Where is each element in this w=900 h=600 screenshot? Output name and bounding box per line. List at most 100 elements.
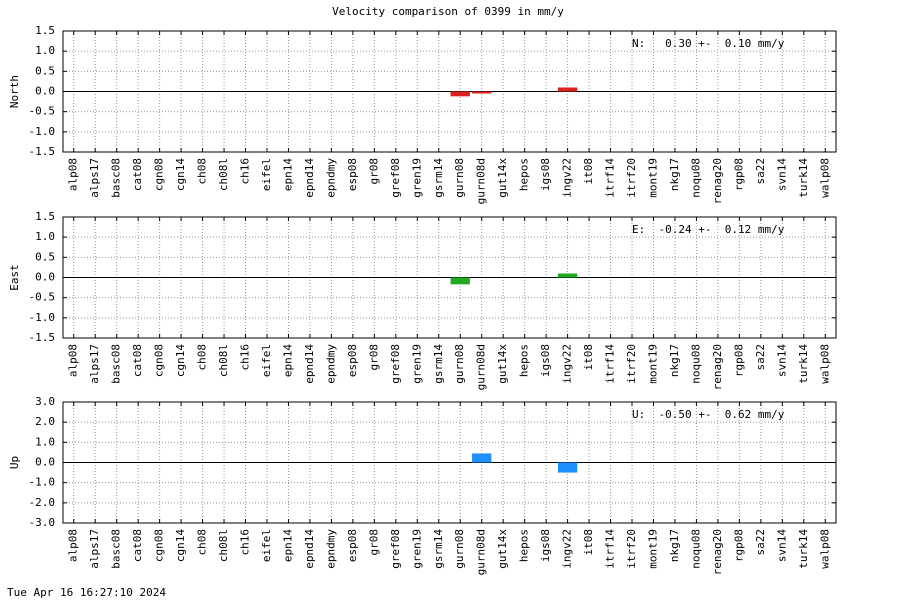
x-tick-label: hepos [518,344,531,377]
x-tick-label: gut14x [496,158,509,198]
x-tick-label: gren19 [410,158,423,198]
x-tick-label: rgp08 [732,529,745,562]
y-tick-label: -1.0 [29,476,56,489]
y-tick-label: -1.5 [29,331,56,344]
plot-frame [62,216,837,339]
x-tick-label: gsrm14 [432,529,445,569]
x-tick-label: esp08 [346,158,359,191]
x-tick-label: renag20 [711,158,724,204]
x-tick-label: alp08 [67,344,80,377]
x-tick-label: renag20 [711,529,724,575]
y-axis-label: North [8,75,21,108]
x-tick-label: gref08 [389,344,402,384]
x-tick-label: it08 [582,344,595,371]
x-tick-label: nkg17 [668,158,681,191]
y-tick-label: 0.0 [35,456,55,469]
x-tick-label: gsrm14 [432,158,445,198]
x-tick-label: ch08 [196,158,209,185]
annotation: U: -0.50 +- 0.62 mm/y [632,408,785,421]
x-tick-label: walp08 [818,158,831,198]
x-tick-label: basc08 [110,344,123,384]
x-tick-label: gurn08 [453,529,466,569]
x-tick-label: cgn14 [174,344,187,377]
y-tick-label: -1.0 [29,125,56,138]
annotation: E: -0.24 +- 0.12 mm/y [632,223,785,236]
x-tick-label: mont19 [646,344,659,384]
x-tick-label: epnd14 [303,344,316,384]
x-tick-label: walp08 [818,344,831,384]
x-tick-label: gsrm14 [432,344,445,384]
x-tick-label: sa22 [754,344,767,371]
x-tick-label: sa22 [754,529,767,556]
y-tick-label: 1.5 [35,24,55,37]
x-tick-label: alp08 [67,158,80,191]
x-tick-label: igs08 [539,344,552,377]
x-tick-label: gren19 [410,529,423,569]
x-tick-label: itrf14 [604,344,617,384]
x-tick-label: eifel [260,158,273,191]
y-tick-label: 1.0 [35,230,55,243]
x-tick-label: svn14 [775,529,788,562]
x-tick-label: igs08 [539,158,552,191]
x-tick-label: eifel [260,529,273,562]
x-tick-label: noqu08 [689,344,702,384]
x-tick-label: itrf20 [625,158,638,198]
x-tick-label: itrf14 [604,529,617,569]
x-tick-label: ch16 [239,529,252,556]
x-tick-label: gurn08 [453,344,466,384]
x-tick-label: ingv22 [561,344,574,384]
bar [450,91,470,97]
y-tick-label: 0.0 [35,85,55,98]
x-tick-label: basc08 [110,529,123,569]
x-tick-label: epnd14 [303,158,316,198]
y-tick-label: 3.0 [35,395,55,408]
x-tick-label: epn14 [281,344,294,377]
x-tick-label: cgn14 [174,529,187,562]
x-tick-label: eifel [260,344,273,377]
x-tick-label: itrf20 [625,344,638,384]
y-tick-label: -1.0 [29,311,56,324]
x-tick-label: turk14 [797,344,810,384]
x-tick-label: esp08 [346,344,359,377]
y-tick-label: -3.0 [29,516,56,529]
x-tick-label: sa22 [754,158,767,185]
y-tick-label: -2.0 [29,496,56,509]
x-tick-label: ingv22 [561,529,574,569]
x-tick-label: itrf14 [604,158,617,198]
x-tick-label: ch08l [217,158,230,191]
x-tick-label: epndmy [324,344,337,384]
x-tick-label: cat08 [131,529,144,562]
y-tick-label: -1.5 [29,145,56,158]
x-tick-label: it08 [582,529,595,556]
x-tick-label: gurn08d [475,344,488,390]
y-tick-label: 0.5 [35,64,55,77]
x-tick-label: gr08 [367,158,380,185]
chart-title: Velocity comparison of 0399 in mm/y [332,5,564,18]
x-tick-label: it08 [582,158,595,185]
x-tick-label: turk14 [797,158,810,198]
x-tick-label: gurn08d [475,529,488,575]
x-tick-label: rgp08 [732,344,745,377]
x-tick-label: cgn08 [153,344,166,377]
x-tick-label: alps17 [88,529,101,569]
x-tick-label: ch08 [196,529,209,556]
y-tick-label: 1.0 [35,44,55,57]
x-tick-label: gren19 [410,344,423,384]
bar [450,277,470,285]
bar [472,453,492,463]
x-tick-label: alps17 [88,344,101,384]
x-tick-label: renag20 [711,344,724,390]
x-tick-label: hepos [518,529,531,562]
bar [472,91,492,94]
annotation: N: 0.30 +- 0.10 mm/y [632,37,785,50]
x-tick-label: cgn08 [153,158,166,191]
x-tick-label: epndmy [324,529,337,569]
x-tick-label: alp08 [67,529,80,562]
x-tick-label: ch08l [217,344,230,377]
x-tick-label: ch08 [196,344,209,371]
x-tick-label: gut14x [496,344,509,384]
x-tick-label: svn14 [775,344,788,377]
x-tick-label: gurn08 [453,158,466,198]
x-tick-label: turk14 [797,529,810,569]
